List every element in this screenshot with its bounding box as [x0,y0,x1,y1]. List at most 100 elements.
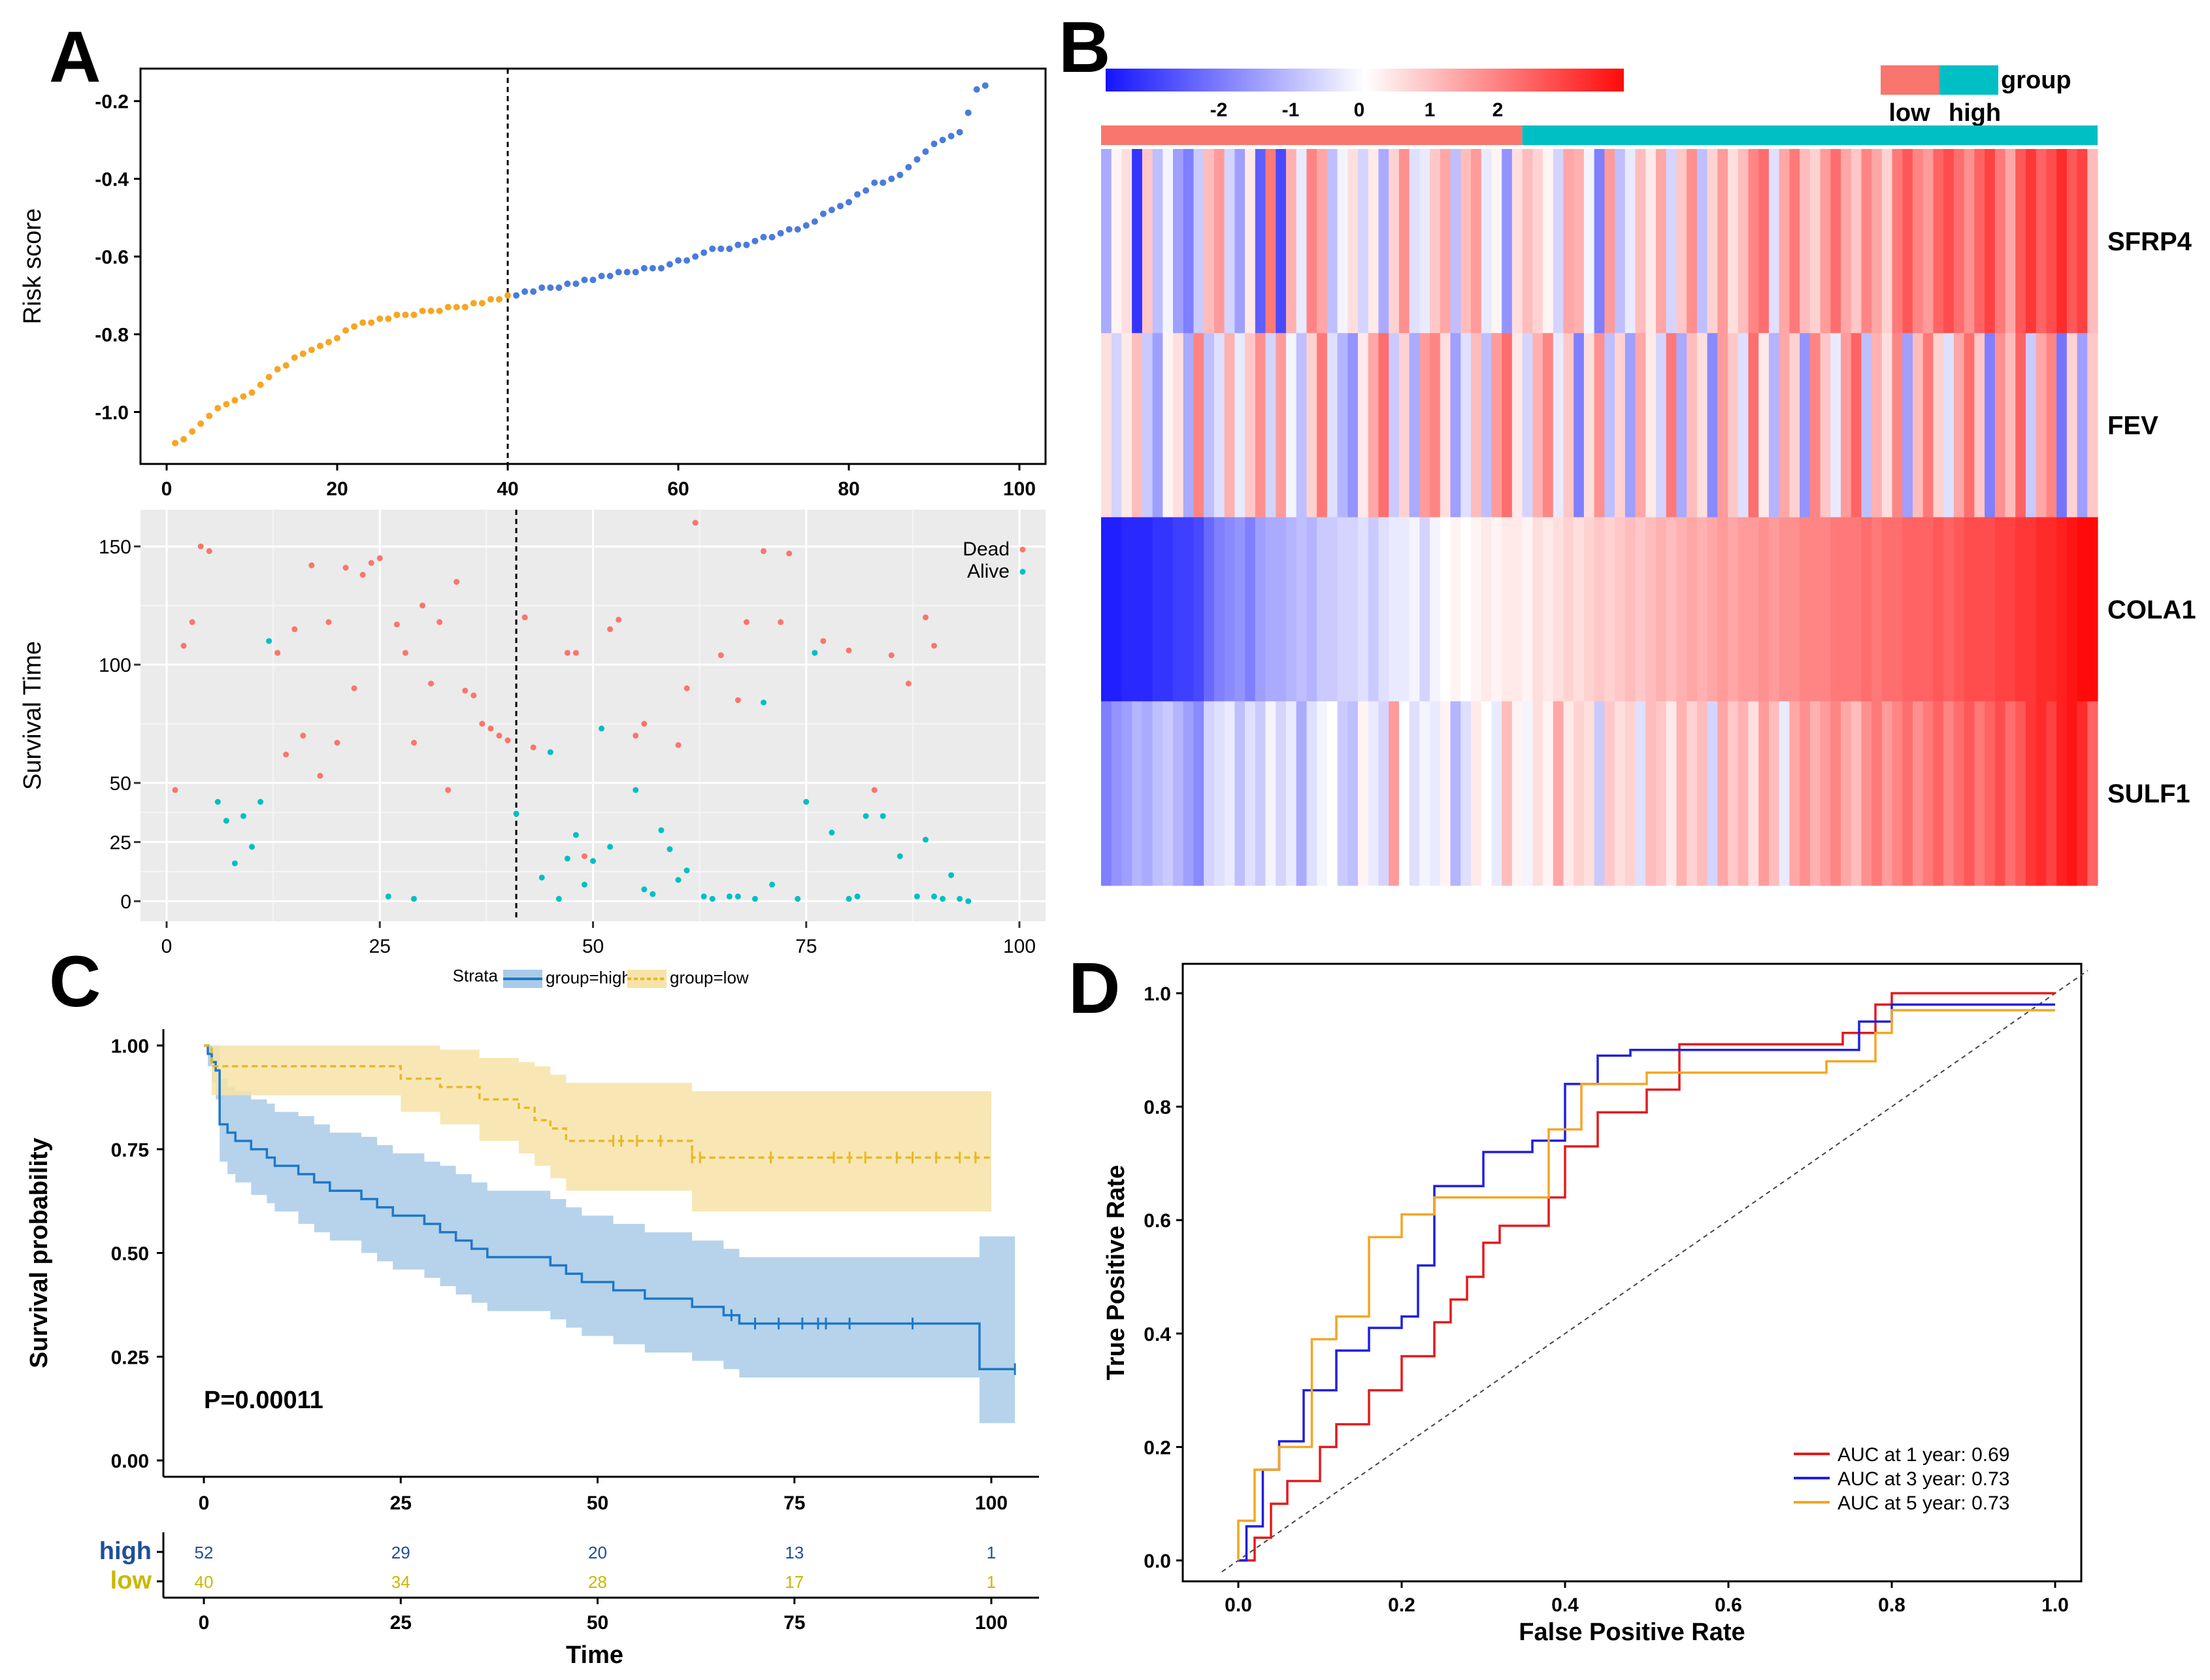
heatmap-cell [1594,701,1605,886]
heatmap-cell [2066,149,2078,334]
risk-point [871,179,878,186]
heatmap-cell [2077,333,2088,518]
dead-point [376,555,383,561]
heatmap-cell [1943,701,1954,886]
heatmap-cell [1204,149,1215,334]
risk-point [325,338,332,346]
dead-point [820,638,827,644]
heatmap-cell [1337,149,1348,334]
heatmap-cell [1902,149,1913,334]
heatmap-cell [1985,333,1996,518]
heatmap-cell [1183,701,1195,886]
heatmap-cell [1717,517,1728,702]
heatmap-cell [1820,333,1831,518]
heatmap-cell [1809,149,1821,334]
panel-label-b: B [1059,7,1110,88]
dead-point [291,626,298,633]
risk-table-cell: 52 [195,1543,214,1562]
dead-point [675,742,682,748]
dead-point [437,619,443,625]
dead-point [342,565,349,571]
heatmap-cell [2025,333,2037,518]
risk-point [248,389,256,396]
heatmap-cell [1213,701,1225,886]
heatmap-cell [1943,517,1954,702]
kaplan-meier-plot: Strata group=high group=low 0.00 0.25 0.50 0.7… [25,966,1039,1669]
heatmap-cell [1563,517,1574,702]
risk-point [538,284,546,291]
heatmap-cell [1502,701,1513,886]
heatmap-cell [2036,701,2047,886]
heatmap-cell [1440,333,1451,518]
x-tick-label: 50 [587,1612,608,1634]
heatmap-cell [1460,149,1472,334]
risk-point [385,315,392,322]
heatmap-cell [1625,333,1636,518]
dead-point [905,680,912,687]
alive-point [854,893,861,900]
heatmap-cell [1163,701,1174,886]
heatmap-cell [1389,701,1400,886]
dead-point [274,650,281,656]
alive-point [709,896,716,902]
risk-point [666,261,673,268]
dead-point [633,733,639,739]
heatmap-cell [1409,333,1420,518]
risk-point [316,342,323,350]
x-tick-label: 100 [1003,936,1036,957]
heatmap-cell [1861,149,1872,334]
dead-point [871,787,878,793]
risk-table-cell: 1 [987,1572,996,1592]
heatmap-cell [1913,517,1924,702]
alive-point [641,886,648,893]
heatmap-cell [1696,517,1708,702]
plot-frame [1181,963,2083,1583]
heatmap-cell [1470,333,1482,518]
heatmap-cell [2046,701,2057,886]
heatmap-cell [1543,333,1554,518]
dead-point [487,725,494,732]
heatmap-cell [2005,333,2016,518]
risk-point [623,269,631,276]
risk-point [487,296,494,303]
dead-point [420,602,425,609]
heatmap-cell [1142,701,1153,886]
risk-table-cell: 40 [195,1572,214,1592]
heatmap-cell [1101,517,1112,702]
heatmap-cell [1183,149,1195,334]
heatmap-cell [1768,701,1780,886]
heatmap-cell [2015,517,2026,702]
y-tick-label: 1.00 [111,1036,149,1057]
x-tick-label: 0.2 [1388,1594,1415,1616]
alive-point [607,844,614,850]
heatmap-cell [1121,149,1132,334]
risk-point [922,148,929,156]
heatmap-cell [1933,333,1944,518]
heatmap-cell [1358,333,1369,518]
heatmap-cell [1964,701,1975,886]
heatmap-cell [2056,333,2068,518]
alive-point [658,827,665,834]
heatmap-cell [1440,149,1451,334]
heatmap-cell [2025,701,2037,886]
x-tick-label: 0.8 [1878,1594,1905,1616]
risk-point [863,187,870,194]
heatmap-cell [1676,517,1687,702]
heatmap-cell [2066,517,2078,702]
heatmap-cell [1861,517,1872,702]
heatmap-cell [1861,333,1872,518]
y-tick-label: 0.00 [111,1451,149,1472]
strata-label: Strata [453,966,499,985]
heatmap-cell [1574,333,1585,518]
alive-point [948,872,955,878]
heatmap-cell [1789,149,1800,334]
heatmap-cell [1234,517,1245,702]
x-tick-label: 25 [390,1612,412,1634]
expression-heatmap: -2 -1 0 1 2 group low high SFRP4 FEV COLA1 SULF1 [1101,65,2196,886]
x-tick-label: 75 [783,1492,805,1514]
dead-point [479,721,486,727]
heatmap-cell [1604,517,1615,702]
alive-point [769,881,776,888]
p-value: P=0.00011 [204,1387,323,1414]
dead-point [572,650,579,656]
